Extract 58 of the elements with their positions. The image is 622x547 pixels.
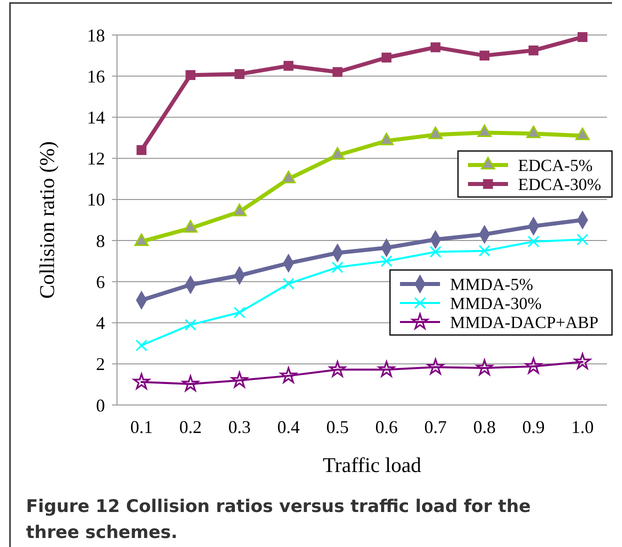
x-tick-label: 0.2 <box>179 417 202 437</box>
point <box>280 367 297 383</box>
x-tick-label: 1.0 <box>571 417 594 437</box>
x-tick-label: 0.9 <box>522 417 545 437</box>
point <box>380 255 392 268</box>
legend-label: EDCA-5% <box>518 156 593 175</box>
point <box>234 69 244 79</box>
point <box>136 145 146 156</box>
point <box>430 246 442 258</box>
y-tick-label: 4 <box>96 313 105 334</box>
point <box>578 32 588 42</box>
point <box>234 306 246 318</box>
y-tick-label: 8 <box>96 230 105 251</box>
point <box>332 261 344 274</box>
y-tick-label: 18 <box>87 25 105 46</box>
legend-label: MMDA-5% <box>450 274 534 294</box>
x-axis-title: Traffic load <box>322 453 422 477</box>
legend-label: EDCA-30% <box>518 174 602 194</box>
point <box>282 278 294 290</box>
point <box>430 42 440 52</box>
legend-label: MMDA-DACP+ABP <box>450 312 598 332</box>
y-tick-label: 2 <box>96 354 105 374</box>
point <box>136 339 148 352</box>
point <box>476 359 493 376</box>
legend-label: MMDA-30% <box>450 294 542 313</box>
point <box>574 353 591 370</box>
y-tick-label: 12 <box>87 148 105 169</box>
point <box>528 45 538 56</box>
x-tick-label: 0.7 <box>424 417 447 437</box>
point <box>525 358 542 374</box>
point <box>480 50 490 60</box>
point <box>378 360 395 377</box>
point <box>284 60 294 71</box>
point <box>528 236 540 248</box>
point <box>182 375 199 392</box>
text: Figure 12 Collision ratios versus traffic load for the three schemes. <box>26 497 531 543</box>
point <box>231 372 248 388</box>
y-axis-title: Collision ratio (%) <box>35 141 59 299</box>
x-tick-label: 0.5 <box>326 417 349 437</box>
y-tick-label: 0 <box>96 395 105 416</box>
y-tick-label: 16 <box>87 66 105 86</box>
point <box>186 70 196 80</box>
point <box>576 234 588 246</box>
x-tick-label: 0.3 <box>228 417 251 437</box>
y-tick-label: 6 <box>96 272 105 292</box>
y-tick-label: 14 <box>87 108 105 128</box>
x-tick-label: 0.4 <box>277 417 300 437</box>
point <box>332 67 342 77</box>
point <box>427 358 444 374</box>
point <box>184 318 196 331</box>
x-tick-label: 0.6 <box>375 417 398 437</box>
x-tick-label: 0.8 <box>473 417 496 437</box>
y-tick-label: 10 <box>87 190 105 210</box>
x-tick-label: 0.1 <box>130 417 153 437</box>
point <box>478 244 490 257</box>
point <box>133 373 150 390</box>
point <box>382 52 392 63</box>
point <box>329 360 346 377</box>
